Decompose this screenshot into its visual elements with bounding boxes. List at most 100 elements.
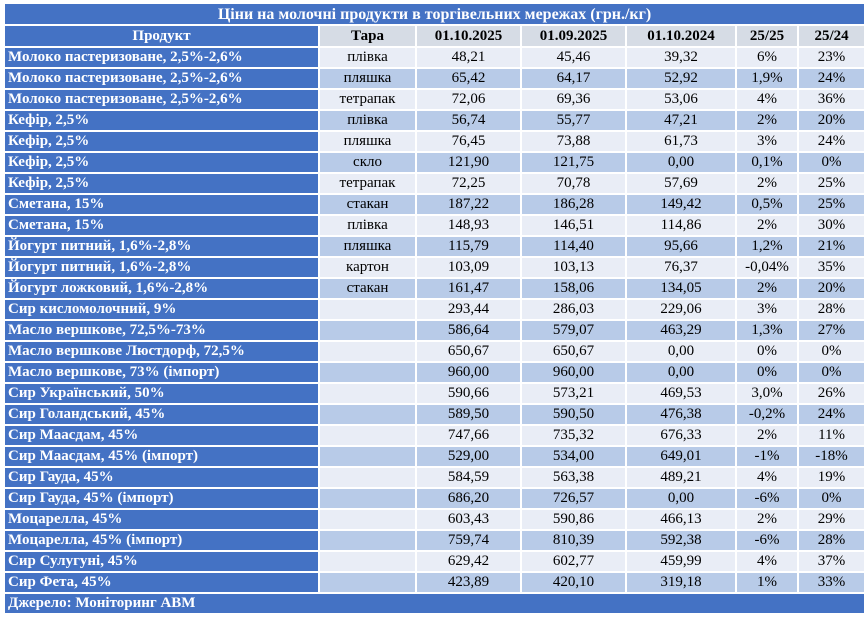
tara-cell: картон bbox=[318, 256, 417, 279]
change-25-25-cell: 1% bbox=[735, 571, 799, 594]
product-cell: Кефір, 2,5% bbox=[3, 172, 320, 195]
price-01-10-2024-cell: 39,32 bbox=[625, 46, 737, 69]
product-cell: Сир Голандський, 45% bbox=[3, 403, 320, 426]
price-01-09-2025-cell: 534,00 bbox=[520, 445, 627, 468]
change-25-25-cell: 4% bbox=[735, 88, 799, 111]
price-01-10-2024-cell: 114,86 bbox=[625, 214, 737, 237]
change-25-25-cell: 1,3% bbox=[735, 319, 799, 342]
tara-cell bbox=[318, 298, 417, 321]
tara-cell: тетрапак bbox=[318, 172, 417, 195]
price-01-10-2024-cell: 76,37 bbox=[625, 256, 737, 279]
change-25-25-cell: 2% bbox=[735, 508, 799, 531]
tara-cell: пляшка bbox=[318, 130, 417, 153]
change-25-24-cell: 28% bbox=[796, 529, 867, 552]
change-25-24-cell: -18% bbox=[796, 445, 867, 468]
price-01-09-2025-cell: 64,17 bbox=[520, 67, 627, 90]
price-01-10-2025-cell: 72,25 bbox=[415, 172, 522, 195]
price-01-10-2024-cell: 0,00 bbox=[625, 487, 737, 510]
price-01-09-2025-cell: 960,00 bbox=[520, 361, 627, 384]
change-25-24-cell: 11% bbox=[796, 424, 867, 447]
price-01-10-2025-cell: 293,44 bbox=[415, 298, 522, 321]
change-25-25-cell: -6% bbox=[735, 487, 799, 510]
tara-cell bbox=[318, 487, 417, 510]
table-row: Моцарелла, 45% 603,43 590,86 466,13 2% 2… bbox=[3, 508, 867, 531]
change-25-24-cell: 0% bbox=[796, 340, 867, 363]
price-01-10-2024-cell: 52,92 bbox=[625, 67, 737, 90]
price-01-10-2025-cell: 187,22 bbox=[415, 193, 522, 216]
price-01-09-2025-cell: 45,46 bbox=[520, 46, 627, 69]
table-row: Сир Український, 50% 590,66 573,21 469,5… bbox=[3, 382, 867, 405]
product-cell: Сир Сулугуні, 45% bbox=[3, 550, 320, 573]
product-cell: Сир Гауда, 45% (імпорт) bbox=[3, 487, 320, 510]
price-01-10-2025-cell: 56,74 bbox=[415, 109, 522, 132]
change-25-25-cell: -1% bbox=[735, 445, 799, 468]
price-01-10-2024-cell: 0,00 bbox=[625, 340, 737, 363]
price-01-09-2025-cell: 70,78 bbox=[520, 172, 627, 195]
price-01-10-2025-cell: 759,74 bbox=[415, 529, 522, 552]
price-01-10-2024-cell: 476,38 bbox=[625, 403, 737, 426]
price-01-09-2025-cell: 573,21 bbox=[520, 382, 627, 405]
change-25-24-cell: 27% bbox=[796, 319, 867, 342]
price-01-10-2025-cell: 65,42 bbox=[415, 67, 522, 90]
price-01-10-2024-cell: 469,53 bbox=[625, 382, 737, 405]
product-cell: Моцарелла, 45% (імпорт) bbox=[3, 529, 320, 552]
change-25-25-cell: 3,0% bbox=[735, 382, 799, 405]
change-25-24-cell: 0% bbox=[796, 487, 867, 510]
change-25-24-cell: 19% bbox=[796, 466, 867, 489]
price-01-10-2025-cell: 121,90 bbox=[415, 151, 522, 174]
product-cell: Кефір, 2,5% bbox=[3, 130, 320, 153]
change-25-25-cell: 2% bbox=[735, 424, 799, 447]
price-01-10-2024-cell: 53,06 bbox=[625, 88, 737, 111]
column-header-change-25-25: 25/25 bbox=[735, 24, 799, 48]
price-01-09-2025-cell: 735,32 bbox=[520, 424, 627, 447]
price-01-09-2025-cell: 186,28 bbox=[520, 193, 627, 216]
column-header-date-01-09-2025: 01.09.2025 bbox=[520, 24, 627, 48]
table-title: Ціни на молочні продукти в торгівельних … bbox=[2, 2, 867, 26]
price-01-10-2025-cell: 584,59 bbox=[415, 466, 522, 489]
product-cell: Молоко пастеризоване, 2,5%-2,6% bbox=[3, 46, 320, 69]
change-25-24-cell: 23% bbox=[796, 46, 867, 69]
price-01-10-2024-cell: 676,33 bbox=[625, 424, 737, 447]
tara-cell bbox=[318, 382, 417, 405]
change-25-24-cell: 28% bbox=[796, 298, 867, 321]
change-25-24-cell: 35% bbox=[796, 256, 867, 279]
product-cell: Сир Маасдам, 45% bbox=[3, 424, 320, 447]
tara-cell: плівка bbox=[318, 214, 417, 237]
price-01-10-2025-cell: 148,93 bbox=[415, 214, 522, 237]
tara-cell bbox=[318, 319, 417, 342]
table-row: Сир Сулугуні, 45% 629,42 602,77 459,99 4… bbox=[3, 550, 867, 573]
title-row: Ціни на молочні продукти в торгівельних … bbox=[2, 2, 867, 26]
price-01-10-2025-cell: 590,66 bbox=[415, 382, 522, 405]
tara-cell: пляшка bbox=[318, 235, 417, 258]
price-01-10-2025-cell: 650,67 bbox=[415, 340, 522, 363]
price-01-09-2025-cell: 286,03 bbox=[520, 298, 627, 321]
product-cell: Сир кисломолочний, 9% bbox=[3, 298, 320, 321]
table-row: Сир Гауда, 45% (імпорт) 686,20 726,57 0,… bbox=[3, 487, 867, 510]
price-01-10-2024-cell: 463,29 bbox=[625, 319, 737, 342]
column-header-date-01-10-2024: 01.10.2024 bbox=[625, 24, 737, 48]
product-cell: Йогурт ложковий, 1,6%-2,8% bbox=[3, 277, 320, 300]
price-01-10-2024-cell: 466,13 bbox=[625, 508, 737, 531]
change-25-25-cell: 0% bbox=[735, 361, 799, 384]
price-01-10-2025-cell: 589,50 bbox=[415, 403, 522, 426]
table-row: Сир Маасдам, 45% 747,66 735,32 676,33 2%… bbox=[3, 424, 867, 447]
price-01-09-2025-cell: 579,07 bbox=[520, 319, 627, 342]
price-01-10-2025-cell: 686,20 bbox=[415, 487, 522, 510]
change-25-25-cell: 2% bbox=[735, 214, 799, 237]
price-01-09-2025-cell: 121,75 bbox=[520, 151, 627, 174]
price-01-10-2024-cell: 57,69 bbox=[625, 172, 737, 195]
price-01-09-2025-cell: 590,50 bbox=[520, 403, 627, 426]
tara-cell: стакан bbox=[318, 277, 417, 300]
price-01-09-2025-cell: 103,13 bbox=[520, 256, 627, 279]
price-01-10-2025-cell: 76,45 bbox=[415, 130, 522, 153]
price-01-09-2025-cell: 420,10 bbox=[520, 571, 627, 594]
source-row: Джерело: Моніторинг АВМ bbox=[2, 592, 867, 615]
change-25-25-cell: -0,04% bbox=[735, 256, 799, 279]
change-25-25-cell: 3% bbox=[735, 130, 799, 153]
change-25-25-cell: 2% bbox=[735, 277, 799, 300]
product-cell: Масло вершкове Люстдорф, 72,5% bbox=[3, 340, 320, 363]
price-01-10-2024-cell: 95,66 bbox=[625, 235, 737, 258]
product-cell: Сметана, 15% bbox=[3, 193, 320, 216]
price-01-10-2025-cell: 960,00 bbox=[415, 361, 522, 384]
tara-cell bbox=[318, 571, 417, 594]
